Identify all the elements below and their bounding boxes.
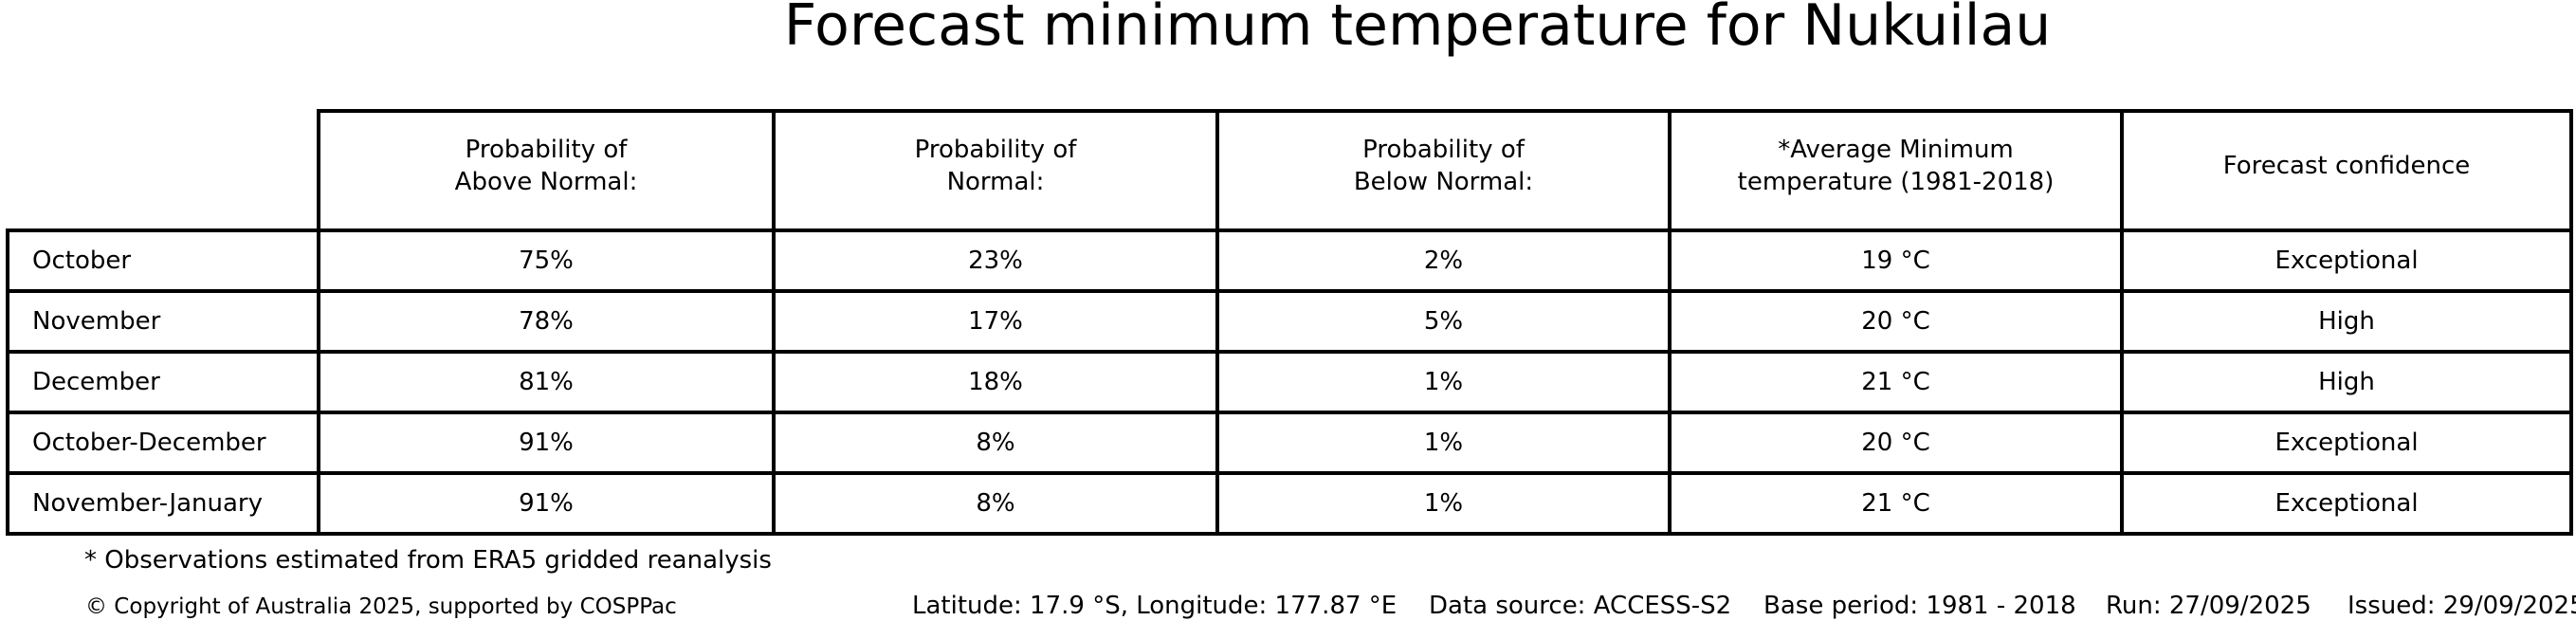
copyright-text: © Copyright of Australia 2025, supported… xyxy=(85,594,677,619)
period-cell: December xyxy=(6,350,320,414)
normal-cell: 17% xyxy=(772,289,1219,354)
normal-cell: 8% xyxy=(772,471,1219,536)
below-normal-cell: 2% xyxy=(1215,228,1672,293)
table-row: October 75% 23% 2% 19 °C Exceptional xyxy=(6,228,2573,293)
above-normal-cell: 78% xyxy=(317,289,776,354)
header-row: Probability of Above Normal: Probability… xyxy=(8,109,2573,232)
column-header-above-normal: Probability of Above Normal: xyxy=(317,109,776,232)
confidence-cell: High xyxy=(2120,350,2573,414)
location-text: Latitude: 17.9 °S, Longitude: 177.87 °E xyxy=(912,592,1398,620)
data-source-text: Data source: ACCESS-S2 xyxy=(1429,592,1732,620)
above-normal-cell: 91% xyxy=(317,471,776,536)
column-header-average-minimum: *Average Minimum temperature (1981-2018) xyxy=(1668,109,2124,232)
above-normal-cell: 75% xyxy=(317,228,776,293)
above-normal-cell: 91% xyxy=(317,411,776,475)
period-cell: November-January xyxy=(6,471,320,536)
column-header-normal: Probability of Normal: xyxy=(772,109,1219,232)
normal-cell: 23% xyxy=(772,228,1219,293)
corner-cell xyxy=(8,111,319,230)
period-cell: October xyxy=(6,228,320,293)
confidence-cell: Exceptional xyxy=(2120,411,2573,475)
average-minimum-cell: 20 °C xyxy=(1668,411,2124,475)
average-minimum-cell: 19 °C xyxy=(1668,228,2124,293)
below-normal-cell: 1% xyxy=(1215,350,1672,414)
average-minimum-cell: 21 °C xyxy=(1668,471,2124,536)
normal-cell: 18% xyxy=(772,350,1219,414)
below-normal-cell: 1% xyxy=(1215,471,1672,536)
issued-date-text: Issued: 29/09/2025 xyxy=(2348,592,2576,620)
observations-footnote: * Observations estimated from ERA5 gridd… xyxy=(84,546,772,575)
period-cell: November xyxy=(6,289,320,354)
table-row: October-December 91% 8% 1% 20 °C Excepti… xyxy=(6,411,2573,475)
period-cell: October-December xyxy=(6,411,320,475)
column-header-forecast-confidence: Forecast confidence xyxy=(2120,109,2573,232)
confidence-cell: Exceptional xyxy=(2120,228,2573,293)
table-row: December 81% 18% 1% 21 °C High xyxy=(6,350,2573,414)
average-minimum-cell: 21 °C xyxy=(1668,350,2124,414)
table-row: November-January 91% 8% 1% 21 °C Excepti… xyxy=(6,471,2573,536)
average-minimum-cell: 20 °C xyxy=(1668,289,2124,354)
confidence-cell: High xyxy=(2120,289,2573,354)
below-normal-cell: 1% xyxy=(1215,411,1672,475)
normal-cell: 8% xyxy=(772,411,1219,475)
forecast-table: Probability of Above Normal: Probability… xyxy=(6,109,2573,536)
above-normal-cell: 81% xyxy=(317,350,776,414)
below-normal-cell: 5% xyxy=(1215,289,1672,354)
confidence-cell: Exceptional xyxy=(2120,471,2573,536)
column-header-below-normal: Probability of Below Normal: xyxy=(1215,109,1672,232)
run-date-text: Run: 27/09/2025 xyxy=(2106,592,2311,620)
page-title: Forecast minimum temperature for Nukuila… xyxy=(783,0,2052,59)
table-row: November 78% 17% 5% 20 °C High xyxy=(6,289,2573,354)
base-period-text: Base period: 1981 - 2018 xyxy=(1763,592,2076,620)
